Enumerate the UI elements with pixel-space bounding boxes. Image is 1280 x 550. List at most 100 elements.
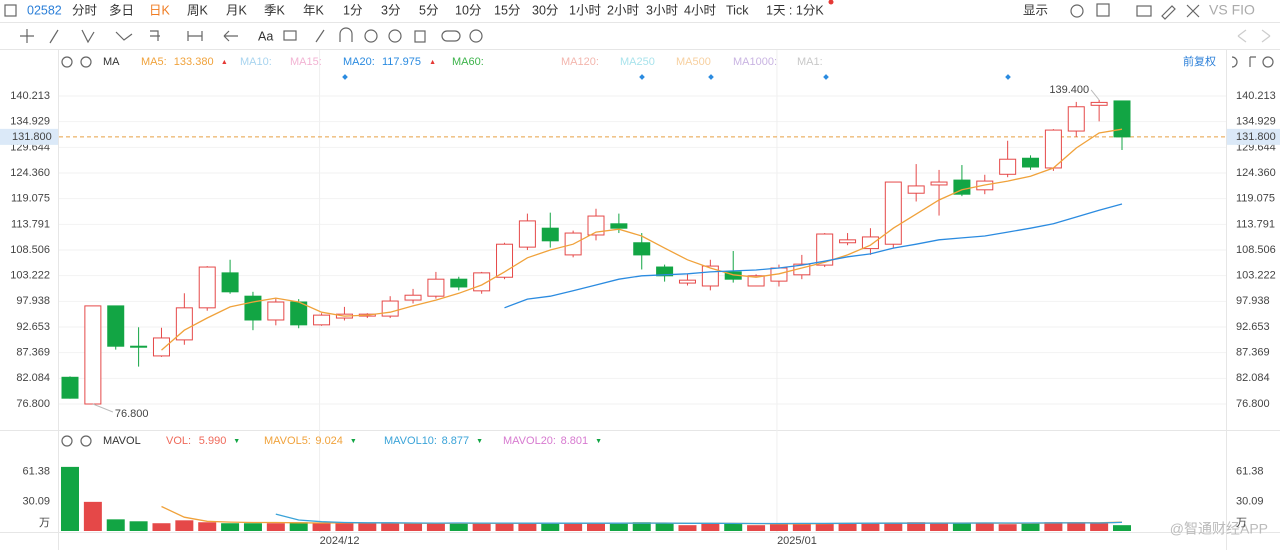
reset-icon[interactable] — [1231, 56, 1238, 68]
camera-icon[interactable] — [1136, 5, 1152, 17]
period-tab[interactable]: 2小时 — [607, 3, 639, 17]
volume-bar — [747, 525, 766, 531]
candle-body — [953, 179, 971, 195]
volume-bar — [998, 524, 1017, 531]
indicator-close[interactable] — [80, 435, 92, 447]
event-marker[interactable] — [708, 74, 714, 80]
period-tab[interactable]: 5分 — [419, 3, 438, 17]
edit-icon[interactable] — [1161, 5, 1176, 20]
period-tab[interactable]: 3分 — [381, 3, 400, 17]
y-tick-label: 124.360 — [1236, 167, 1276, 179]
candle-body — [701, 265, 719, 287]
indicator-close[interactable] — [80, 56, 92, 68]
candle-body — [244, 295, 262, 321]
period-tab[interactable]: 4小时 — [684, 3, 716, 17]
candle-body — [861, 236, 879, 250]
volume-bar — [609, 523, 628, 531]
stock-code[interactable]: 02582 — [27, 3, 62, 17]
collapse-icon[interactable] — [1262, 56, 1274, 68]
wave-tool[interactable] — [115, 31, 133, 41]
indicator-settings[interactable] — [61, 56, 73, 68]
period-tab[interactable]: 1分 — [343, 3, 362, 17]
range-select[interactable]: 1天 : 1分K — [766, 3, 824, 17]
delete-tool[interactable] — [414, 30, 426, 43]
volume-bar — [1090, 523, 1109, 531]
y-tick-label: 103.222 — [1236, 270, 1276, 282]
period-tab[interactable]: 季K — [264, 3, 286, 17]
volume-bar — [587, 523, 605, 531]
period-tab[interactable]: 3小时 — [646, 3, 678, 17]
text-tool[interactable]: Aa — [258, 29, 273, 43]
period-tab[interactable]: 1小时 — [569, 3, 601, 17]
volume-bar — [152, 523, 171, 531]
period-tab[interactable]: 分时 — [72, 3, 98, 17]
redo[interactable] — [1261, 29, 1271, 43]
indicator-name: MAVOL — [103, 435, 141, 447]
note-tool[interactable] — [283, 30, 297, 41]
event-marker[interactable] — [823, 74, 829, 80]
ruler-tool[interactable] — [315, 29, 325, 43]
volume-bar — [701, 523, 720, 531]
legend-name: MA120: — [561, 56, 599, 68]
volume-bar — [198, 522, 217, 531]
indicator-settings[interactable] — [61, 435, 73, 447]
annotation: 139.400 — [1049, 84, 1089, 96]
legend-name: MA250 — [620, 56, 655, 68]
volume-bar — [175, 520, 194, 531]
volume-bar — [426, 523, 445, 531]
line-tool[interactable] — [49, 29, 59, 44]
measure-tool[interactable] — [187, 31, 203, 41]
candle-body — [587, 215, 605, 236]
candle-body — [290, 301, 308, 326]
y-tick-label: 92.653 — [1236, 321, 1270, 333]
y-tick-label: 140.213 — [10, 90, 50, 102]
candle-body — [313, 314, 331, 326]
volume-bar — [975, 523, 994, 531]
volume-bar — [358, 523, 377, 531]
period-tab[interactable]: 10分 — [455, 3, 481, 17]
hide-tool[interactable] — [388, 29, 402, 43]
period-tab[interactable]: 年K — [303, 3, 325, 17]
lock-tool[interactable] — [364, 29, 378, 43]
period-tab[interactable]: 月K — [226, 3, 248, 17]
candle-body — [1067, 106, 1085, 132]
undo[interactable] — [1237, 29, 1247, 43]
link-tool[interactable] — [441, 30, 461, 42]
adjust-mode[interactable]: 前复权 — [1183, 54, 1216, 68]
display-menu[interactable]: 显示 — [1023, 3, 1048, 17]
volume-bar — [312, 523, 331, 531]
event-marker[interactable] — [342, 74, 348, 80]
magnet-tool[interactable] — [339, 27, 353, 42]
undo-tool[interactable] — [223, 30, 238, 42]
move-tool[interactable] — [20, 29, 34, 43]
period-tab[interactable]: 30分 — [532, 3, 558, 17]
compare[interactable]: VS FIO — [1209, 2, 1255, 18]
event-marker[interactable] — [639, 74, 645, 80]
period-tab[interactable]: 日K — [149, 3, 171, 17]
checkbox[interactable] — [4, 4, 17, 17]
volume-bar — [884, 523, 903, 531]
last-price-box — [0, 128, 58, 145]
candle-body — [130, 345, 148, 348]
period-tab[interactable]: Tick — [726, 3, 749, 17]
period-tab[interactable]: 周K — [187, 3, 209, 17]
settings-tool[interactable] — [469, 29, 483, 43]
expand-icon[interactable] — [1249, 56, 1256, 67]
y-tick-label: 124.360 — [10, 167, 50, 179]
period-tab[interactable]: 15分 — [494, 3, 520, 17]
candle-body — [404, 294, 422, 301]
y-tick-label: 97.938 — [16, 295, 50, 307]
volume-bar — [632, 522, 651, 531]
checkbox[interactable] — [1096, 3, 1110, 17]
channel-tool[interactable] — [81, 29, 95, 44]
fullscreen-icon[interactable] — [1186, 4, 1200, 18]
legend-name: MAVOL20: — [503, 435, 556, 447]
candle-body — [884, 181, 902, 245]
legend-value: 133.380 — [174, 56, 214, 68]
period-tab[interactable]: 多日 — [109, 3, 134, 17]
event-marker[interactable] — [1005, 74, 1011, 80]
fib-tool[interactable] — [150, 30, 160, 41]
candle-body — [1022, 157, 1040, 168]
settings-icon[interactable] — [1070, 4, 1084, 18]
